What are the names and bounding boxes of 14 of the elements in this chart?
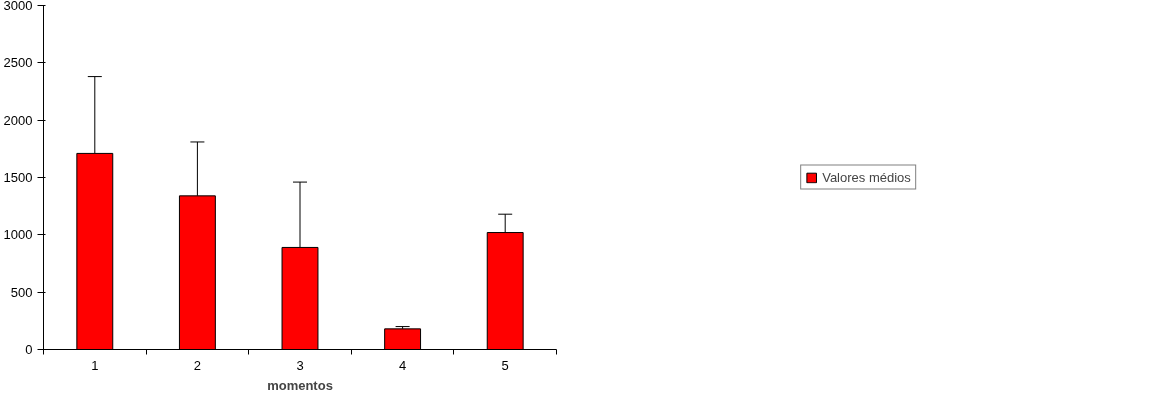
x-tick-label: 3	[296, 357, 304, 373]
legend-label: Valores médios	[822, 169, 911, 185]
x-tick-label: 1	[91, 357, 99, 373]
x-tick-label: 5	[501, 357, 509, 373]
y-tick-label: 3000	[3, 0, 33, 13]
y-tick-label: 500	[10, 284, 33, 300]
x-tick-label: 4	[398, 357, 407, 373]
x-tick-label: 2	[193, 357, 202, 373]
x-axis-title: momentos	[267, 377, 333, 393]
y-tick-label: 1000	[3, 227, 33, 243]
y-tick-label: 0	[25, 342, 33, 357]
y-tick-label: 1500	[3, 170, 33, 185]
y-tick-label: 2000	[3, 112, 33, 128]
y-tick-label: 2500	[3, 55, 33, 71]
